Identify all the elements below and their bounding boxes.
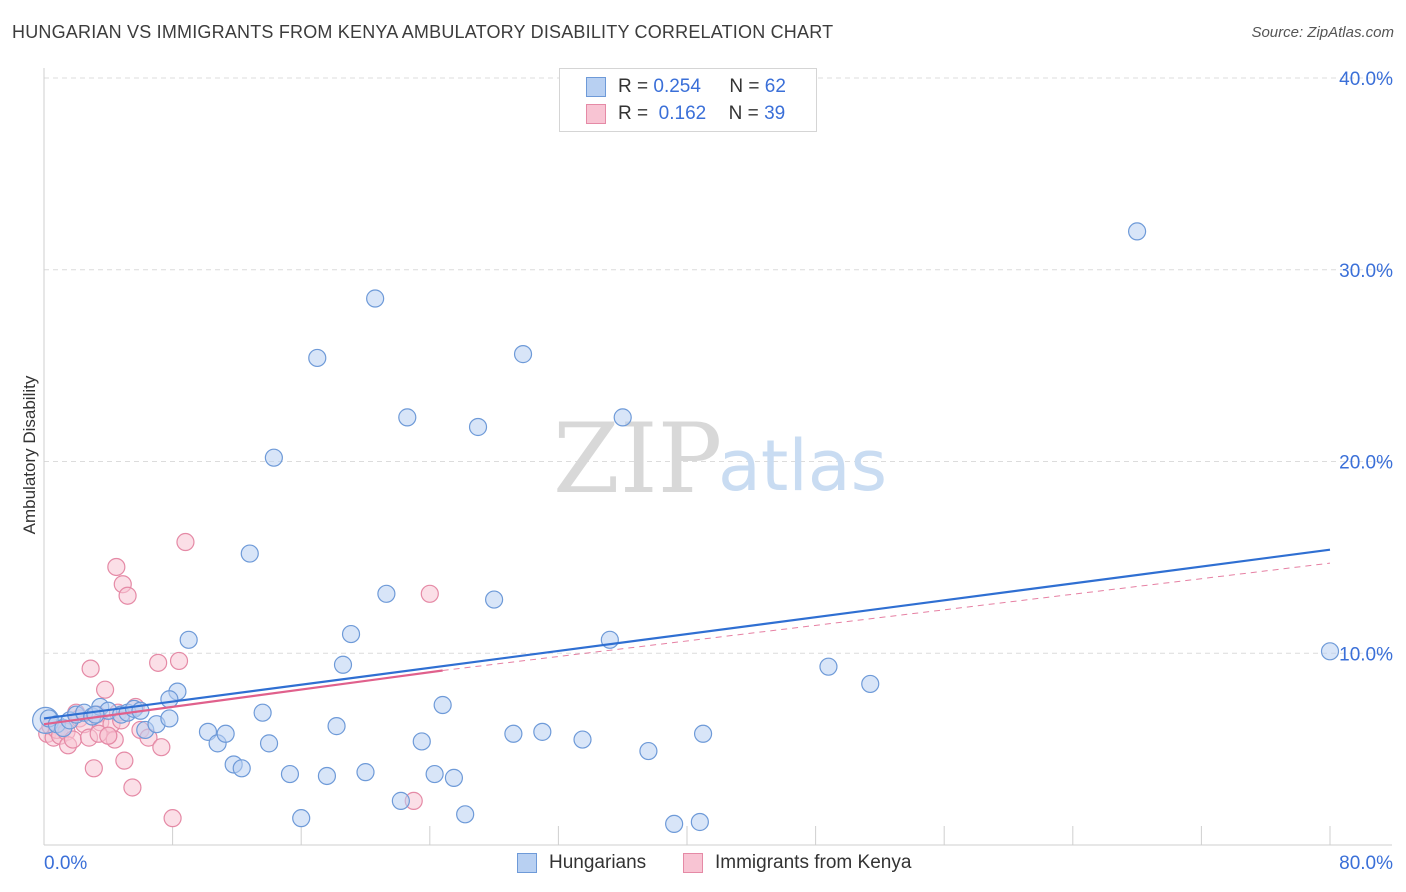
hungarians-point xyxy=(232,759,251,778)
source-label: Source: ZipAtlas.com xyxy=(1251,24,1394,41)
hungarians-point xyxy=(639,741,658,761)
hungarians-point xyxy=(292,809,311,828)
legend-row-hungarians: R = 0.254 N = 62 xyxy=(586,75,786,99)
hungarians-point xyxy=(468,417,488,437)
kenya-point xyxy=(169,651,189,671)
kenya-point xyxy=(115,751,134,770)
legend-swatch-blue xyxy=(586,77,606,97)
hungarians-point xyxy=(280,764,300,784)
kenya-point xyxy=(123,778,142,797)
kenya-point xyxy=(149,653,168,672)
hungarians-point xyxy=(377,584,396,603)
hungarians-point xyxy=(456,805,475,824)
y-tick-label: 30.0% xyxy=(1339,261,1393,282)
hungarians-point xyxy=(819,657,838,676)
kenya-point xyxy=(176,532,195,552)
watermark: ZIP atlas xyxy=(553,403,887,515)
legend-row-kenya: R = 0.162 N = 39 xyxy=(586,102,785,126)
hungarians-point xyxy=(613,408,632,427)
chart-title: HUNGARIAN VS IMMIGRANTS FROM KENYA AMBUL… xyxy=(12,22,834,42)
legend-r-label: R = xyxy=(618,103,649,124)
hungarians-point xyxy=(513,345,533,364)
hungarians-point xyxy=(259,734,279,753)
y-tick-label: 20.0% xyxy=(1339,453,1393,474)
hungarians-point xyxy=(391,791,410,810)
hungarians-point xyxy=(366,289,385,308)
hungarians-point xyxy=(433,695,452,715)
hungarians-point xyxy=(253,703,272,722)
x-tick-label-max: 80.0% xyxy=(1339,853,1393,874)
legend-n-label: N = xyxy=(729,76,760,97)
hungarians-point xyxy=(264,448,283,467)
hungarians-point xyxy=(425,764,444,784)
hungarians-point xyxy=(160,709,179,728)
hungarians-point xyxy=(573,730,592,749)
hungarians-point xyxy=(333,655,353,674)
legend-swatch-blue xyxy=(517,853,537,873)
kenya-trend-line xyxy=(43,669,443,726)
kenya-point xyxy=(84,759,103,778)
hungarians-point xyxy=(861,674,880,694)
hungarians-point xyxy=(504,724,523,743)
hungarians-point xyxy=(1320,642,1340,661)
hungarians-point xyxy=(317,766,337,786)
hungarians-point xyxy=(693,724,713,743)
legend-n-label: N = xyxy=(728,103,759,124)
legend-r-value: 0.162 xyxy=(658,103,707,124)
kenya-point xyxy=(99,726,118,745)
kenya-point xyxy=(152,738,171,757)
hungarians-point xyxy=(179,630,198,649)
legend-label-kenya: Immigrants from Kenya xyxy=(715,852,912,873)
legend-swatch-pink xyxy=(683,853,703,873)
kenya-point xyxy=(420,584,439,603)
stats-legend: R = 0.254 N = 62 R = 0.162 N = 39 xyxy=(559,68,817,132)
legend-label-hungarians: Hungarians xyxy=(549,852,647,873)
series-hungarians-points xyxy=(32,222,1340,834)
hungarians-point xyxy=(160,690,179,709)
hungarians-point xyxy=(240,544,259,563)
kenya-point xyxy=(95,680,115,699)
hungarians-point xyxy=(341,624,361,644)
kenya-trend-extension xyxy=(442,562,1331,672)
legend-item-kenya[interactable]: Immigrants from Kenya xyxy=(683,852,911,874)
legend-item-hungarians[interactable]: Hungarians xyxy=(517,852,646,874)
kenya-point xyxy=(81,659,100,678)
hungarians-point xyxy=(444,768,464,787)
hungarians-point xyxy=(485,590,504,609)
legend-swatch-pink xyxy=(586,104,606,124)
trend-lines xyxy=(43,548,1331,726)
kenya-point xyxy=(107,557,126,577)
hungarians-point xyxy=(690,812,709,832)
hungarians-point xyxy=(412,732,431,751)
hungarians-point xyxy=(86,705,105,724)
hungarians-point xyxy=(665,814,684,834)
x-tick-label-min: 0.0% xyxy=(44,853,87,874)
hungarians-point xyxy=(356,763,375,782)
legend-r-label: R = xyxy=(618,76,649,97)
hungarians-point xyxy=(398,408,417,427)
hungarians-point xyxy=(216,724,235,743)
legend-r-value: 0.254 xyxy=(653,76,701,97)
y-tick-label: 10.0% xyxy=(1339,644,1393,665)
watermark-zip: ZIP xyxy=(553,403,722,515)
tick-labels: 10.0% 20.0% 30.0% 40.0% 0.0% 80.0% xyxy=(44,69,1393,874)
legend-n-value: 39 xyxy=(764,103,786,124)
hungarians-trend-line xyxy=(43,548,1331,720)
y-tick-label: 40.0% xyxy=(1339,69,1393,90)
hungarians-point xyxy=(533,722,552,741)
kenya-point xyxy=(118,586,137,605)
kenya-point xyxy=(163,809,182,828)
hungarians-point xyxy=(1127,222,1147,241)
hungarians-point xyxy=(308,348,327,368)
hungarians-point xyxy=(327,717,346,736)
gridlines xyxy=(44,77,1392,654)
watermark-atlas: atlas xyxy=(718,425,887,507)
series-legend: Hungarians Immigrants from Kenya xyxy=(0,852,1406,876)
legend-n-value: 62 xyxy=(764,76,786,97)
